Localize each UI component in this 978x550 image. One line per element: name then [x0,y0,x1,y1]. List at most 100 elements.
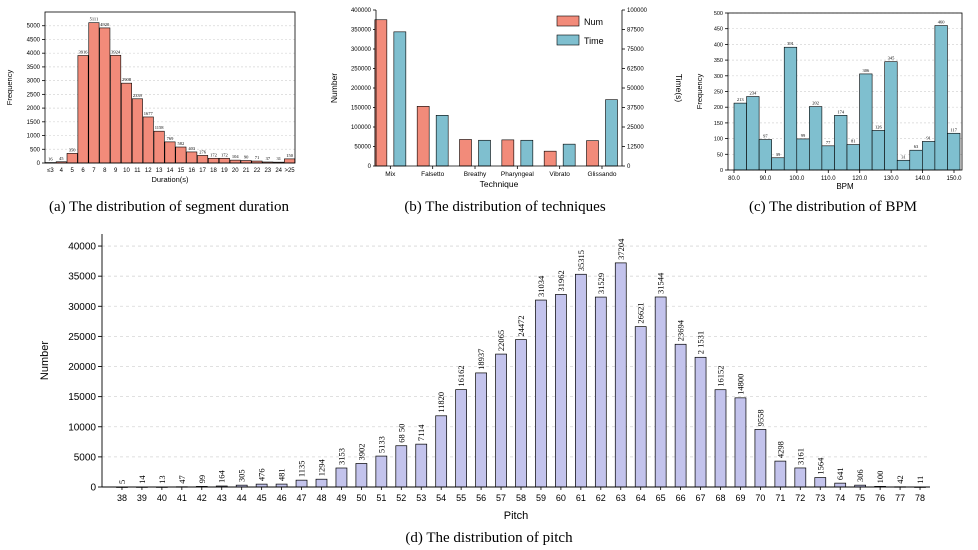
x-tick-label: 130.0 [884,176,900,182]
x-tick-label: 140.0 [915,176,931,182]
bar-label: 306 [862,68,870,73]
bar-label: 26621 [636,302,646,323]
bar [614,262,627,488]
x-tick-label: 53 [416,493,426,503]
bar-label: 3153 [336,448,346,465]
x-tick-label: 16 [188,168,195,174]
bar [475,372,487,488]
bar [871,130,885,171]
bar [415,443,428,488]
bar-num [459,139,472,167]
bar-label: 90 [244,155,249,160]
x-axis-label: Duration(s) [151,175,189,184]
x-tick-label: 77 [895,493,905,503]
caption-duration: (a) The distribution of segment duration [48,199,290,215]
plot-frame [727,12,963,171]
x-tick-label: Falsetto [421,171,445,178]
bar-label: 164 [217,470,227,484]
caption-techniques: (b) The distribution of techniques [404,199,606,215]
x-tick-label: 67 [696,493,706,503]
y-tick-label: 0 [37,161,41,167]
bar [66,153,78,164]
bar-num [586,140,599,167]
bar [934,25,948,171]
x-tick-label: 43 [217,493,227,503]
bar-label: 37204 [616,238,626,260]
bar [634,326,647,488]
bar-label: 460 [938,20,946,25]
y2-tick-label: 62500 [627,67,644,73]
x-tick-label: 44 [237,493,247,503]
bar-label: 769 [167,136,175,141]
x-tick-label: Breathy [464,171,487,178]
bar-label: 3924 [111,49,121,54]
x-tick-label: 6 [81,168,85,174]
bar-label: 1677 [144,111,154,116]
y-tick-label: 400 [714,42,723,48]
bar [186,151,198,164]
bar-label: 22065 [496,330,506,351]
bar [142,116,154,164]
x-tick-label: 90.0 [760,176,772,182]
x-tick-label: 51 [376,493,386,503]
bar-label: 641 [835,467,845,480]
bar-label: 1158 [155,125,165,130]
y-tick-label: 100 [714,137,723,143]
legend-swatch [556,34,580,46]
plot-frame [44,11,296,164]
bar [395,445,408,488]
y-tick-label: 300 [714,74,723,80]
bar [284,158,296,164]
y-tick-label: 5000 [74,452,97,463]
bar-label: 97 [763,134,768,139]
bar [846,144,860,171]
x-tick-label: Glissando [588,171,617,178]
bar [218,157,230,164]
bar-label: 14800 [735,374,745,395]
bar-label: 91 [926,135,931,140]
bar-time [562,143,576,167]
bar [654,296,667,488]
bar-time [393,31,407,167]
bar-label: 23694 [676,319,686,341]
bar [99,27,111,164]
bar-label: 391 [787,41,794,46]
y-tick-label: 400000 [351,8,372,14]
bar-label: 68 50 [396,424,406,443]
bar [375,455,388,488]
caption-pitch: (d) The distribution of pitch [405,530,573,546]
bar [555,294,567,488]
bar [164,141,176,164]
y-tick-label: 4500 [27,37,41,43]
bar [794,467,807,488]
bar [796,138,810,171]
bar [515,339,527,488]
chart-bpm: 0 50 100 150 200 250 300 350 400 450 500 213 234 97 39… [695,11,963,191]
bar-label: 3161 [795,448,805,465]
x-tick-label: 70 [755,493,765,503]
x-tick-label: 45 [257,493,267,503]
bar [495,353,507,488]
chart-duration: 0 500 1000 1500 2000 2500 3000 3500 4000 4500 5000… [5,11,296,184]
legend-label: Time [584,36,604,46]
x-tick-label: 150.0 [946,176,962,182]
y-axis-label: Frequency [5,70,14,106]
bar-label: 45 [59,156,64,161]
bar [435,415,448,488]
x-tick-label: 4 [60,168,64,174]
bar [355,463,368,488]
chart-pitch: 0 5000 10000 15000 20000 25000 30000 35000 40000… [39,234,930,522]
caption-bpm: (c) The distribution of BPM [748,199,918,215]
bar [335,467,348,488]
bar-time [520,139,534,167]
bar [734,397,747,488]
bar-label: 31962 [556,270,566,291]
bar [197,155,209,164]
x-tick-label: 55 [456,493,466,503]
y-tick-label: 250000 [351,67,372,73]
bar-num [501,139,515,167]
x-tick-label: 64 [636,493,646,503]
bar-label: 305 [237,469,247,482]
bar-time [478,139,491,167]
x-axis-label: Pitch [504,510,528,522]
